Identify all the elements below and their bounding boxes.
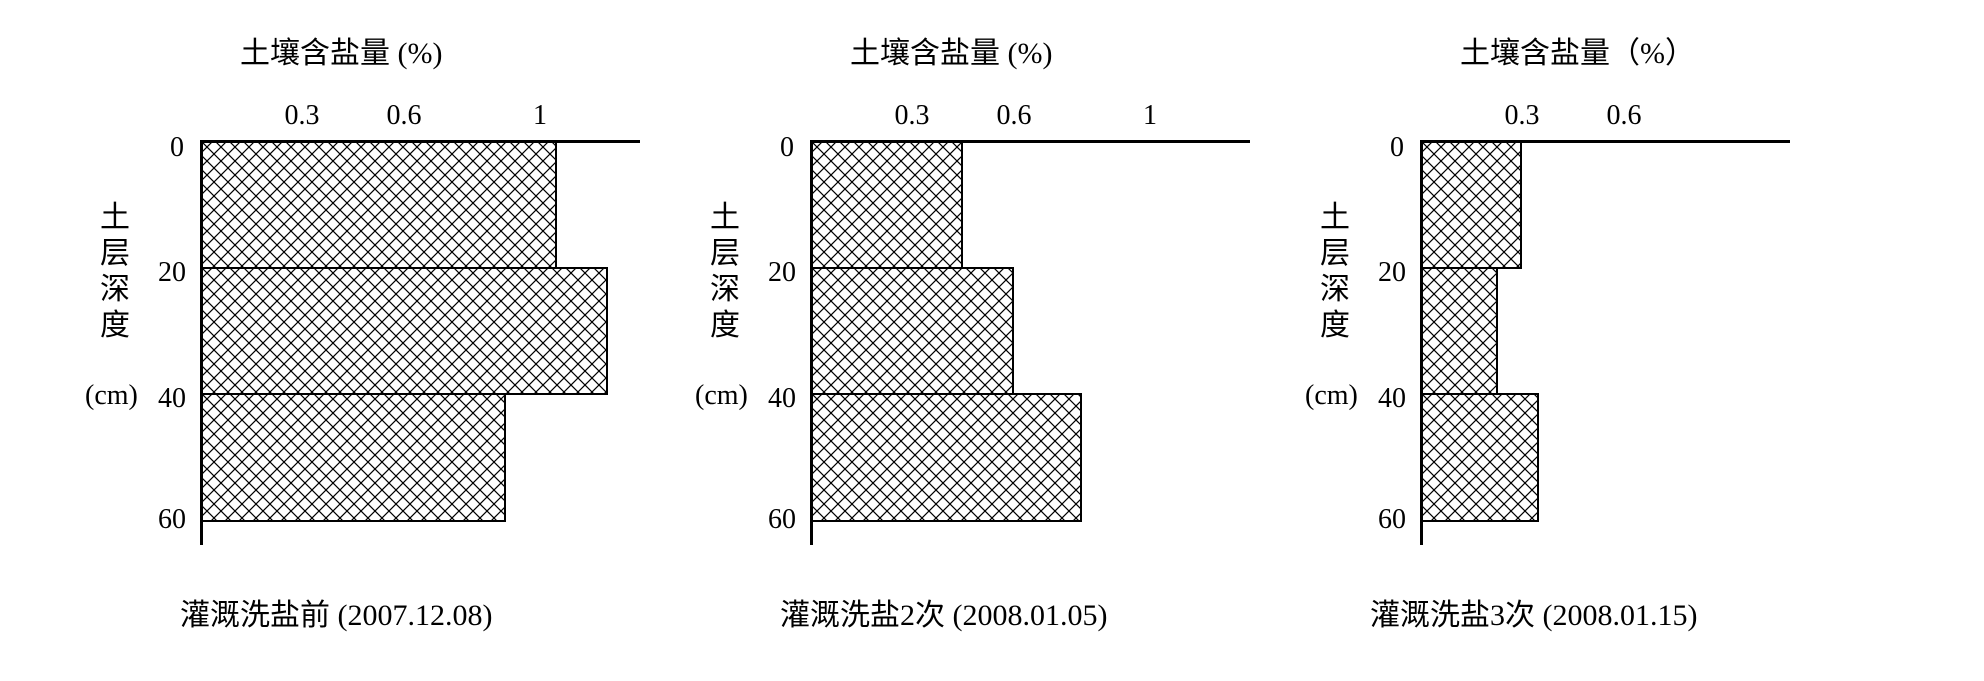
plot-area-before xyxy=(200,140,608,520)
bar-outline-40-60 xyxy=(200,393,506,522)
panel-caption: 灌溉洗盐前 (2007.12.08) xyxy=(180,590,492,634)
y-tick: 0 xyxy=(170,132,184,164)
y-axis-line xyxy=(810,140,813,545)
y-axis-label: 土层深度 xyxy=(1320,200,1350,344)
plot-area-wash2 xyxy=(810,140,1201,520)
x-axis-title: 土壤含盐量 (%) xyxy=(850,28,1052,72)
bar-outline-0-20 xyxy=(810,140,963,269)
y-axis-unit: (cm) xyxy=(85,380,138,412)
x-tick: 0.6 xyxy=(387,100,422,132)
bar-outline-20-40 xyxy=(200,267,608,395)
panel-caption: 灌溉洗盐3次 (2008.01.15) xyxy=(1370,590,1697,634)
panel-caption: 灌溉洗盐2次 (2008.01.05) xyxy=(780,590,1107,634)
bar-outline-40-60 xyxy=(810,393,1082,522)
x-tick: 0.6 xyxy=(1607,100,1642,132)
y-tick: 0 xyxy=(780,132,794,164)
y-axis-unit: (cm) xyxy=(695,380,748,412)
figure-container: 土壤含盐量 (%) 土层深度 (cm) 0.3 0.6 1 0 20 40 60… xyxy=(0,0,1984,681)
y-axis-unit: (cm) xyxy=(1305,380,1358,412)
x-tick: 0.3 xyxy=(285,100,320,132)
bar-outline-40-60 xyxy=(1420,393,1539,522)
y-tick: 20 xyxy=(768,257,796,289)
bar-outline-0-20 xyxy=(200,140,557,269)
x-tick: 1 xyxy=(1143,100,1157,132)
y-tick: 60 xyxy=(768,504,796,536)
y-tick: 0 xyxy=(1390,132,1404,164)
y-axis-label: 土层深度 xyxy=(100,200,130,344)
y-axis-line xyxy=(200,140,203,545)
y-axis-label: 土层深度 xyxy=(710,200,740,344)
y-tick: 40 xyxy=(158,383,186,415)
x-axis-title: 土壤含盐量 (%) xyxy=(240,28,442,72)
x-axis-title: 土壤含盐量（%） xyxy=(1460,28,1695,72)
y-tick: 40 xyxy=(1378,383,1406,415)
y-tick: 40 xyxy=(768,383,796,415)
y-tick: 20 xyxy=(158,257,186,289)
x-axis-line xyxy=(810,140,1250,143)
x-axis-line xyxy=(1420,140,1790,143)
y-axis-line xyxy=(1420,140,1423,545)
y-tick: 60 xyxy=(158,504,186,536)
bar-outline-20-40 xyxy=(1420,267,1498,395)
bar-outline-20-40 xyxy=(810,267,1014,395)
x-tick: 0.6 xyxy=(997,100,1032,132)
x-axis-line xyxy=(200,140,640,143)
y-tick: 20 xyxy=(1378,257,1406,289)
x-tick: 0.3 xyxy=(1505,100,1540,132)
plot-area-wash3 xyxy=(1420,140,1692,520)
x-tick: 1 xyxy=(533,100,547,132)
y-tick: 60 xyxy=(1378,504,1406,536)
x-tick: 0.3 xyxy=(895,100,930,132)
bar-outline-0-20 xyxy=(1420,140,1522,269)
